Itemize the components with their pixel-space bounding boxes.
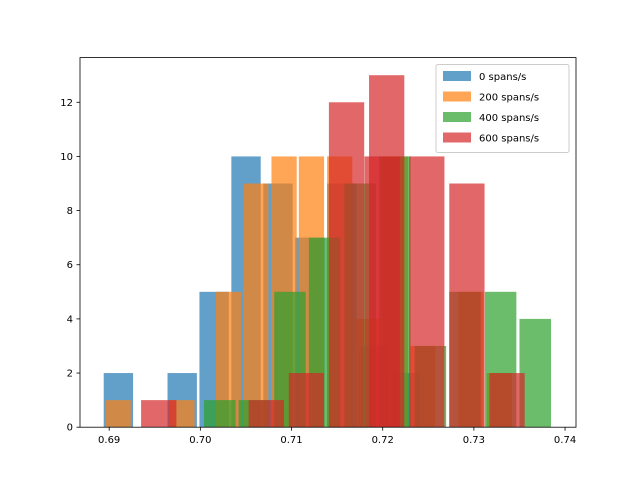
bar-series-3-bin-8 <box>364 156 400 428</box>
bar-series-1-bin-3 <box>243 183 269 428</box>
bar-series-2-bin-9 <box>519 318 552 428</box>
bar-series-1-bin-0 <box>105 400 131 428</box>
legend-label: 200 spans/s <box>479 93 539 104</box>
legend-swatch <box>443 132 471 143</box>
legend: 0 spans/s 200 spans/s 400 spans/s 600 spans… <box>435 64 570 153</box>
legend-label: 0 spans/s <box>479 72 526 83</box>
bar-series-3-bin-1 <box>248 400 284 428</box>
legend-label: 400 spans/s <box>479 113 539 124</box>
legend-label: 600 spans/s <box>479 134 539 145</box>
x-tick-label: 0.69 <box>98 435 120 446</box>
bar-series-3-bin-7 <box>489 373 525 428</box>
y-tick-label: 0 <box>67 423 73 434</box>
bar-series-3-bin-6 <box>449 183 485 428</box>
y-tick-label: 6 <box>67 260 73 271</box>
legend-box <box>435 64 570 153</box>
legend-swatch <box>443 112 471 122</box>
y-tick-label: 2 <box>67 369 73 380</box>
bar-series-3-bin-3 <box>328 102 365 428</box>
plot-frame <box>79 57 577 428</box>
bar-series-2-bin-0 <box>204 400 236 428</box>
y-tick-label: 4 <box>67 314 73 325</box>
x-tick-label: 0.74 <box>554 435 576 446</box>
legend-swatch <box>443 91 471 102</box>
axes-layer: 0.69 0.70 0.71 0.72 0.73 0.74 0 2 4 6 8 10 12 <box>60 98 576 446</box>
y-tick-label: 8 <box>67 206 73 217</box>
bar-series-3-bin-2 <box>288 373 325 428</box>
bars-layer <box>103 75 552 428</box>
y-tick-label: 10 <box>60 152 73 163</box>
x-tick-label: 0.70 <box>189 435 211 446</box>
x-tick-label: 0.71 <box>280 435 302 446</box>
legend-swatch <box>443 71 471 81</box>
bar-series-3-bin-0 <box>141 400 177 428</box>
x-tick-label: 0.72 <box>372 435 394 446</box>
y-tick-label: 12 <box>60 98 73 109</box>
bar-series-3-bin-5 <box>409 156 445 428</box>
x-tick-label: 0.73 <box>463 435 485 446</box>
